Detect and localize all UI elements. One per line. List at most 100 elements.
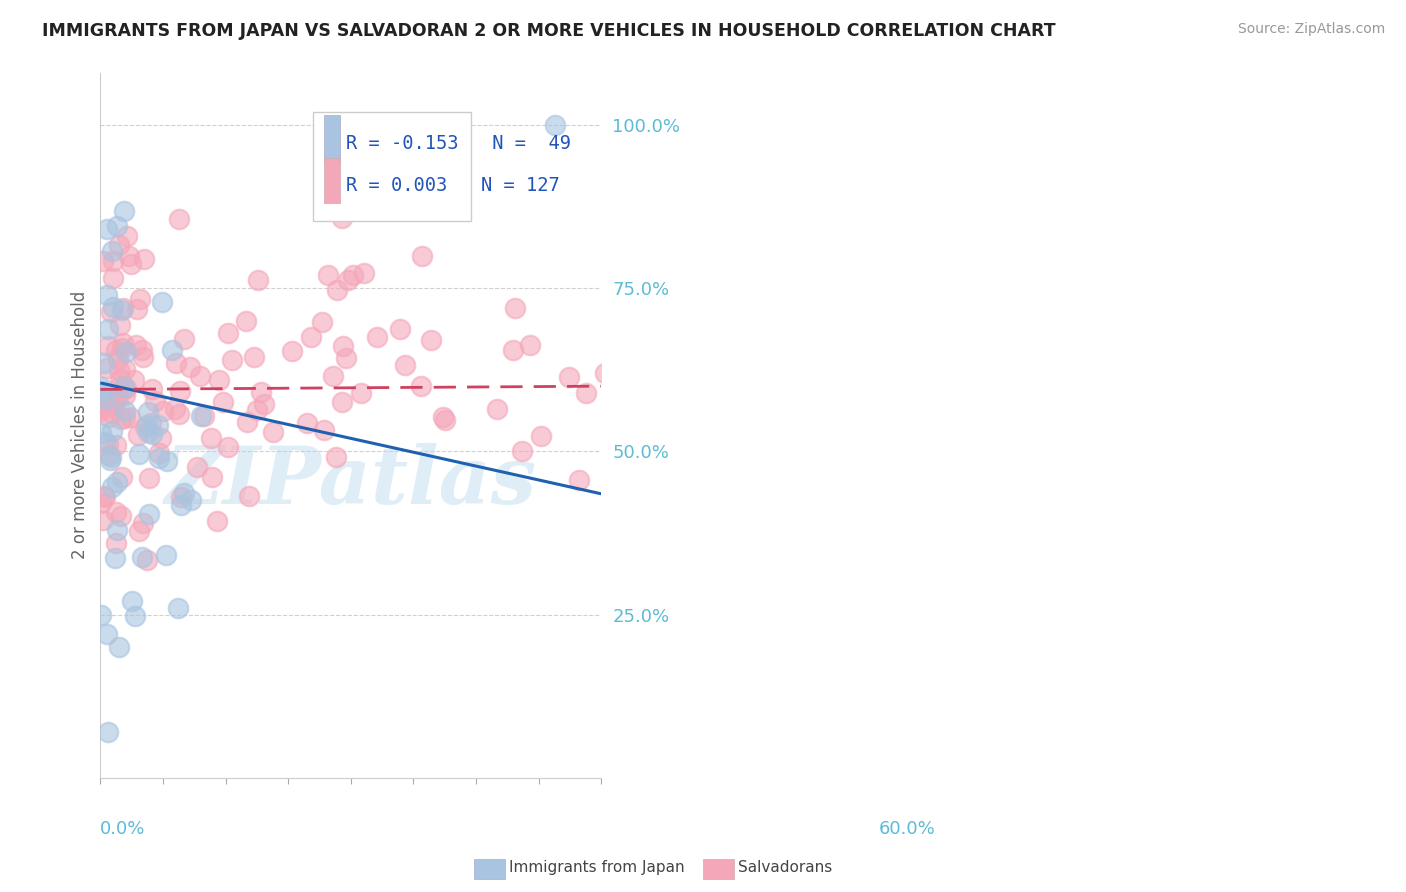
Point bbox=[132, 516, 155, 531]
Point bbox=[169, 384, 191, 399]
Point bbox=[90, 425, 112, 440]
Point bbox=[389, 322, 412, 336]
Point bbox=[353, 266, 375, 280]
Text: IMMIGRANTS FROM JAPAN VS SALVADORAN 2 OR MORE VEHICLES IN HOUSEHOLD CORRELATION : IMMIGRANTS FROM JAPAN VS SALVADORAN 2 OR… bbox=[42, 22, 1056, 40]
Point bbox=[107, 237, 129, 252]
Point bbox=[107, 524, 129, 538]
FancyBboxPatch shape bbox=[314, 112, 471, 221]
Point bbox=[235, 314, 257, 328]
Point bbox=[135, 552, 157, 566]
Point bbox=[332, 339, 354, 353]
Point bbox=[143, 393, 166, 408]
Point bbox=[100, 481, 122, 495]
Point bbox=[114, 362, 136, 376]
Point bbox=[217, 440, 239, 454]
Point bbox=[419, 333, 441, 347]
Point bbox=[118, 248, 141, 262]
Point bbox=[179, 360, 201, 375]
Point bbox=[104, 437, 127, 451]
Point bbox=[128, 447, 150, 461]
Point bbox=[105, 219, 128, 233]
FancyBboxPatch shape bbox=[325, 158, 340, 203]
Point bbox=[262, 425, 284, 439]
Point bbox=[94, 434, 117, 449]
Point bbox=[221, 352, 243, 367]
Point bbox=[207, 514, 229, 528]
Point bbox=[114, 388, 136, 402]
Point bbox=[100, 406, 122, 420]
Point bbox=[104, 551, 127, 566]
Point bbox=[193, 409, 215, 423]
Text: ZIPatlas: ZIPatlas bbox=[165, 443, 537, 520]
Point bbox=[167, 407, 190, 421]
Point bbox=[238, 489, 260, 503]
Point bbox=[558, 370, 581, 384]
Point bbox=[100, 304, 122, 318]
Point bbox=[138, 471, 160, 485]
Point bbox=[136, 425, 159, 440]
Point bbox=[136, 417, 159, 432]
Point bbox=[96, 288, 118, 302]
Point bbox=[165, 356, 187, 370]
Text: 0.0%: 0.0% bbox=[100, 820, 146, 838]
Point bbox=[91, 384, 114, 399]
Point bbox=[110, 372, 132, 386]
Point bbox=[114, 403, 136, 417]
Point bbox=[110, 412, 132, 426]
Point bbox=[342, 268, 364, 282]
Point bbox=[91, 388, 114, 402]
Point bbox=[93, 355, 115, 369]
Point bbox=[330, 211, 353, 225]
Text: Source: ZipAtlas.com: Source: ZipAtlas.com bbox=[1237, 22, 1385, 37]
Point bbox=[104, 536, 127, 550]
Point bbox=[111, 341, 134, 355]
Point bbox=[108, 640, 131, 655]
Text: Salvadorans: Salvadorans bbox=[738, 861, 832, 875]
Point bbox=[394, 358, 416, 372]
Point bbox=[200, 431, 222, 445]
Point bbox=[111, 469, 134, 483]
Point bbox=[93, 489, 115, 503]
Point bbox=[111, 301, 134, 315]
Point bbox=[114, 411, 136, 425]
Point bbox=[152, 403, 174, 417]
Point bbox=[411, 249, 433, 263]
Point bbox=[311, 315, 333, 329]
Y-axis label: 2 or more Vehicles in Household: 2 or more Vehicles in Household bbox=[72, 291, 89, 559]
Point bbox=[150, 431, 173, 445]
Point bbox=[104, 394, 127, 409]
Point bbox=[322, 368, 344, 383]
Point bbox=[169, 490, 191, 504]
Point bbox=[530, 428, 553, 442]
Point bbox=[112, 203, 135, 218]
Point bbox=[190, 409, 212, 424]
Point bbox=[115, 228, 138, 243]
Point bbox=[128, 524, 150, 538]
Point bbox=[253, 397, 276, 411]
Point bbox=[247, 273, 270, 287]
Point bbox=[208, 373, 231, 387]
Point bbox=[510, 443, 533, 458]
Point bbox=[519, 337, 541, 351]
Point bbox=[98, 453, 121, 467]
Point bbox=[97, 321, 120, 335]
Point bbox=[433, 412, 456, 426]
Point bbox=[167, 601, 190, 615]
Point bbox=[96, 725, 118, 739]
Point bbox=[138, 507, 160, 521]
Point bbox=[100, 400, 122, 414]
Text: R = -0.153   N =  49: R = -0.153 N = 49 bbox=[346, 134, 571, 153]
Point bbox=[101, 424, 124, 438]
Point bbox=[131, 550, 153, 565]
Point bbox=[314, 423, 336, 437]
Point bbox=[246, 403, 269, 417]
Point bbox=[112, 381, 135, 395]
Point bbox=[132, 351, 155, 365]
Point bbox=[94, 490, 117, 504]
Point bbox=[124, 609, 146, 624]
Point bbox=[155, 548, 177, 562]
Point bbox=[316, 268, 339, 282]
Point bbox=[281, 344, 304, 359]
Point bbox=[97, 437, 120, 451]
Point bbox=[107, 352, 129, 367]
